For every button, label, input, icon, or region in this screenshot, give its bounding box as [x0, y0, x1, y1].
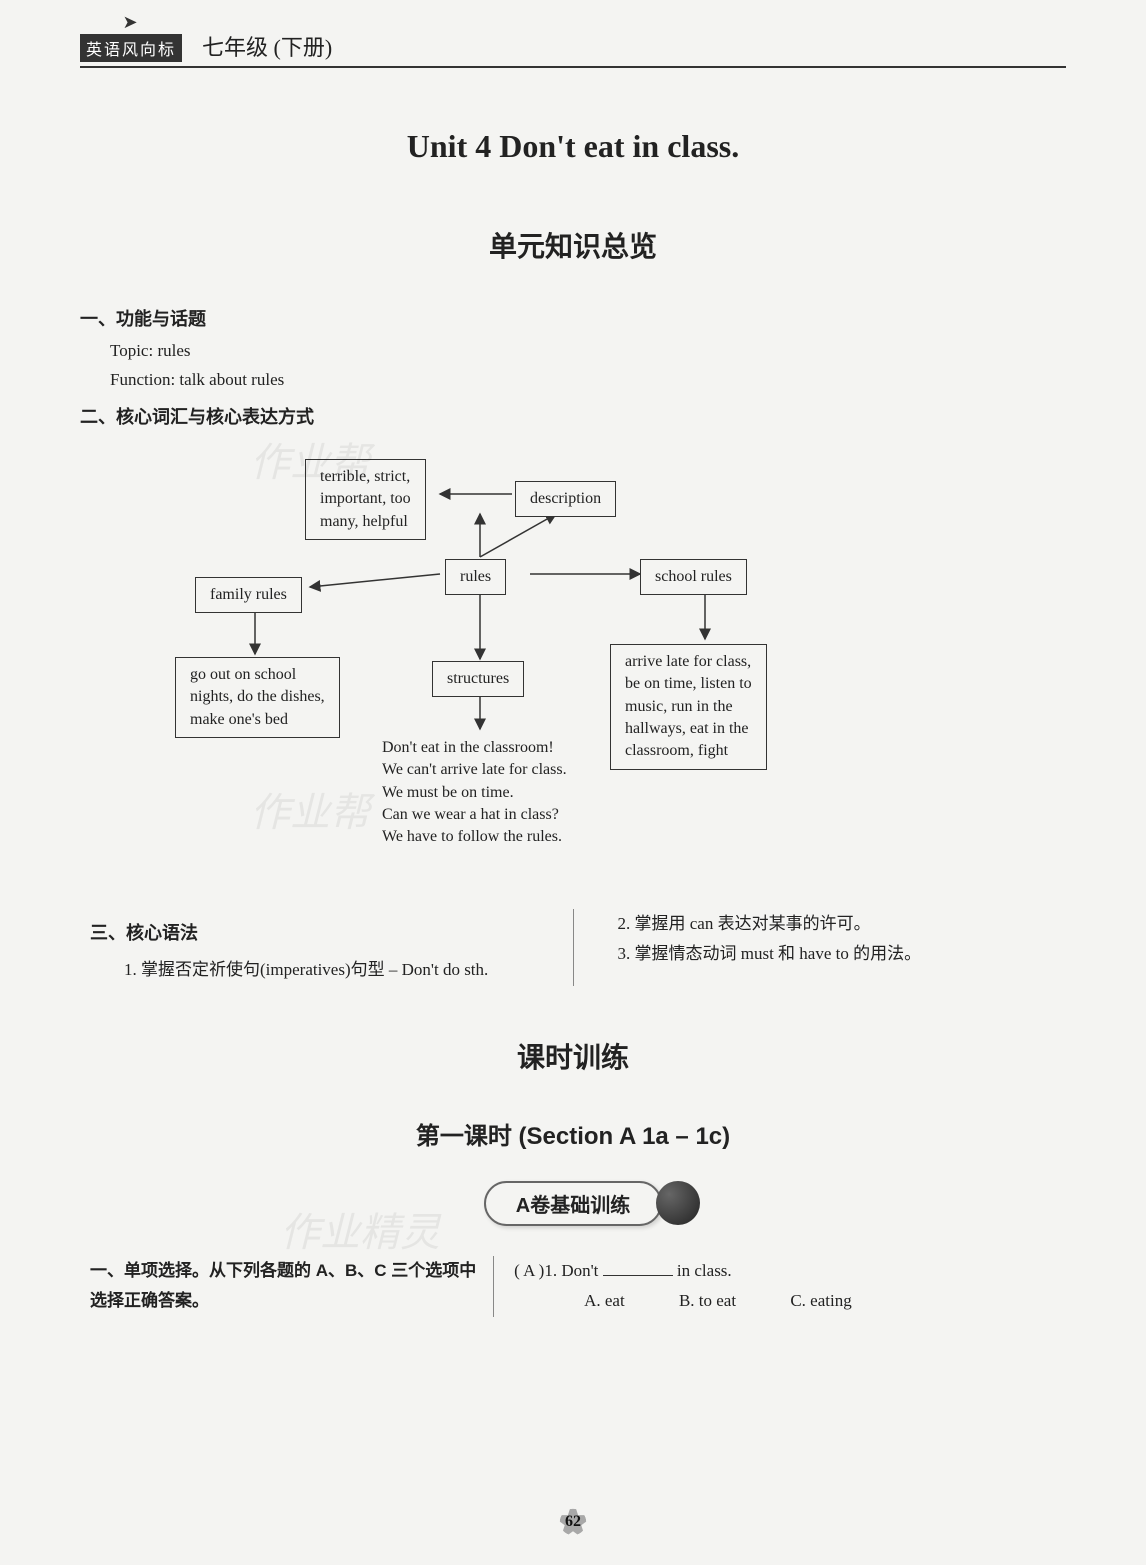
- badge-label: A卷基础训练: [516, 1195, 630, 1217]
- exercise-instruction: 一、单项选择。从下列各题的 A、B、C 三个选项中选择正确答案。: [90, 1256, 483, 1317]
- training-title: 课时训练: [80, 1036, 1066, 1076]
- grammar-item-2: 2. 掌握用 can 表达对某事的许可。: [584, 909, 1057, 940]
- q1-suffix: in class.: [677, 1261, 732, 1280]
- page-number-value: 62: [565, 1513, 581, 1531]
- section2-heading: 二、核心词汇与核心表达方式: [80, 403, 1066, 429]
- exercise-question-col: ( A )1. Don't in class. A. eat B. to eat…: [494, 1256, 1066, 1317]
- arrow-icon: ➤: [122, 12, 139, 33]
- lesson-subtitle: 第一课时 (Section A 1a – 1c): [80, 1116, 1066, 1151]
- concept-diagram: terrible, strict, important, too many, h…: [80, 439, 1066, 889]
- exercise-block: 一、单项选择。从下列各题的 A、B、C 三个选项中选择正确答案。 ( A )1.…: [80, 1256, 1066, 1317]
- node-description: description: [515, 481, 616, 517]
- exercise-instruction-col: 一、单项选择。从下列各题的 A、B、C 三个选项中选择正确答案。: [80, 1256, 494, 1317]
- training-badge: A卷基础训练: [484, 1181, 662, 1226]
- grammar-item-1: 1. 掌握否定祈使句(imperatives)句型 – Don't do sth…: [90, 955, 563, 986]
- node-school-rules: school rules: [640, 559, 747, 595]
- exercise-choices: A. eat B. to eat C. eating: [584, 1286, 1056, 1317]
- node-family-examples: go out on school nights, do the dishes, …: [175, 657, 340, 738]
- node-sentences: Don't eat in the classroom! We can't arr…: [368, 731, 581, 855]
- grammar-col-right: 2. 掌握用 can 表达对某事的许可。 3. 掌握情态动词 must 和 ha…: [574, 909, 1067, 986]
- grammar-col-left: 三、核心语法 1. 掌握否定祈使句(imperatives)句型 – Don't…: [80, 909, 574, 986]
- grammar-section: 三、核心语法 1. 掌握否定祈使句(imperatives)句型 – Don't…: [80, 909, 1066, 986]
- page-header: ➤ 英语风向标 七年级 (下册): [80, 30, 1066, 68]
- function-line: Function: talk about rules: [110, 366, 1066, 395]
- exercise-q1: ( A )1. Don't in class.: [514, 1256, 1056, 1287]
- unit-title: Unit 4 Don't eat in class.: [80, 128, 1066, 165]
- page-number: 62: [550, 1499, 596, 1545]
- wheel-icon: [656, 1181, 700, 1225]
- node-adjectives: terrible, strict, important, too many, h…: [305, 459, 426, 540]
- blank-icon: [603, 1259, 673, 1276]
- node-school-examples: arrive late for class, be on time, liste…: [610, 644, 767, 770]
- grammar-item-3: 3. 掌握情态动词 must 和 have to 的用法。: [584, 939, 1057, 970]
- logo-text: 英语风向标: [86, 42, 176, 59]
- choice-b: B. to eat: [679, 1286, 736, 1317]
- grade-label: 七年级 (下册): [202, 30, 332, 62]
- section3-heading: 三、核心语法: [90, 917, 563, 949]
- choice-a: A. eat: [584, 1286, 625, 1317]
- q1-prefix: ( A )1. Don't: [514, 1261, 603, 1280]
- series-logo: ➤ 英语风向标: [80, 34, 182, 62]
- node-family-rules: family rules: [195, 577, 302, 613]
- node-rules: rules: [445, 559, 506, 595]
- choice-c: C. eating: [790, 1286, 851, 1317]
- topic-line: Topic: rules: [110, 337, 1066, 366]
- badge-wrap: A卷基础训练: [80, 1181, 1066, 1226]
- overview-title: 单元知识总览: [80, 225, 1066, 265]
- node-structures: structures: [432, 661, 524, 697]
- section1-heading: 一、功能与话题: [80, 305, 1066, 331]
- page-badge-icon: 62: [550, 1499, 596, 1545]
